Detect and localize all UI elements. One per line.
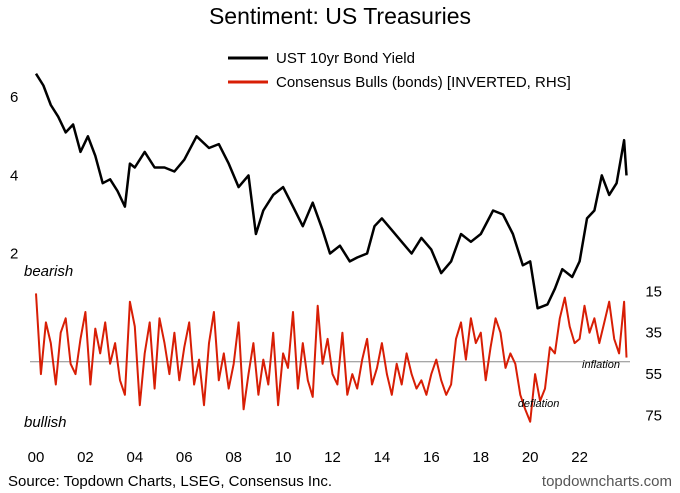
- left-tick-label: 2: [10, 246, 18, 263]
- right-tick-label: 35: [645, 325, 662, 342]
- x-tick-label: 12: [324, 449, 341, 466]
- x-tick-label: 18: [472, 449, 489, 466]
- x-tick-label: 10: [275, 449, 292, 466]
- left-tick-label: 4: [10, 167, 18, 184]
- chart-title: Sentiment: US Treasuries: [209, 3, 471, 29]
- label-bearish: bearish: [24, 263, 73, 280]
- x-tick-label: 02: [77, 449, 94, 466]
- series-line-consensus-bulls: [35, 293, 628, 423]
- left-tick-label: 6: [10, 89, 18, 106]
- legend-label-bulls: Consensus Bulls (bonds) [INVERTED, RHS]: [276, 74, 571, 91]
- legend: UST 10yr Bond Yield Consensus Bulls (bon…: [228, 50, 571, 91]
- x-tick-label: 22: [571, 449, 588, 466]
- x-tick-label: 04: [126, 449, 143, 466]
- annotation-inflation: inflation: [582, 359, 620, 371]
- label-bullish: bullish: [24, 414, 67, 431]
- x-tick-label: 16: [423, 449, 440, 466]
- x-tick-label: 14: [374, 449, 391, 466]
- right-tick-label: 55: [645, 366, 662, 383]
- source-note: Source: Topdown Charts, LSEG, Consensus …: [8, 473, 332, 490]
- right-axis: 15 35 55 75: [645, 283, 662, 424]
- right-tick-label: 15: [645, 283, 662, 300]
- right-tick-label: 75: [645, 408, 662, 425]
- x-tick-label: 00: [28, 449, 45, 466]
- x-tick-label: 08: [225, 449, 242, 466]
- legend-label-yield: UST 10yr Bond Yield: [276, 50, 415, 67]
- series-line-ust-10yr-yield: [34, 73, 628, 310]
- brand-label: topdowncharts.com: [542, 473, 672, 490]
- x-tick-label: 20: [522, 449, 539, 466]
- annotation-deflation: deflation: [518, 398, 560, 410]
- x-tick-label: 06: [176, 449, 193, 466]
- left-axis: 2 4 6: [10, 89, 18, 262]
- annotations: inflation deflation: [518, 359, 620, 410]
- x-axis: 00 02 04 06 08 10 12 14 16 18 20 22: [28, 449, 588, 466]
